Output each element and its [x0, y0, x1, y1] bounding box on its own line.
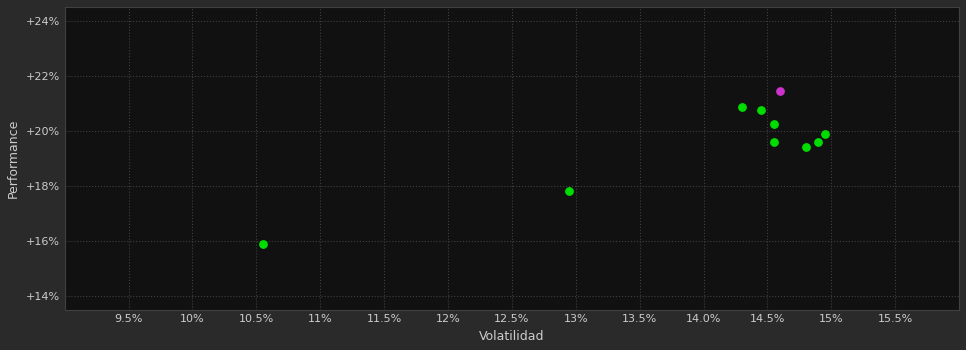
Point [255, 241, 270, 246]
Point [766, 139, 781, 145]
Point [798, 145, 813, 150]
Point [773, 88, 788, 94]
Point [734, 105, 750, 110]
Y-axis label: Performance: Performance [7, 119, 20, 198]
X-axis label: Volatilidad: Volatilidad [479, 330, 545, 343]
Point [817, 131, 833, 136]
Point [766, 121, 781, 127]
Point [753, 107, 769, 113]
Point [561, 189, 577, 194]
Point [810, 139, 826, 145]
